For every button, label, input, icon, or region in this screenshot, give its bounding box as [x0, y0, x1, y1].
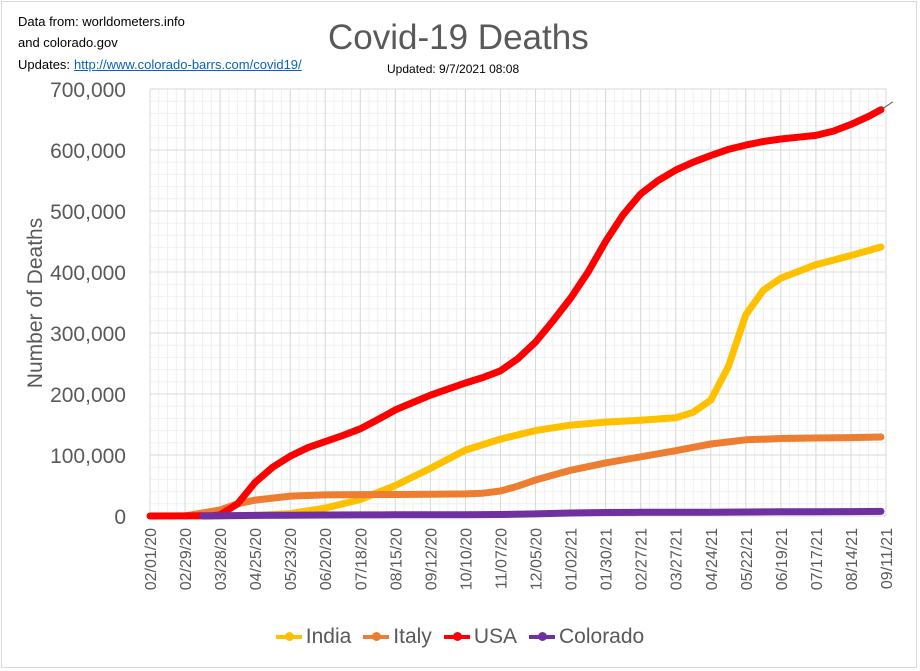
x-tick-label: 06/20/20: [318, 528, 335, 590]
legend-label: USA: [473, 625, 517, 648]
legend-swatch: [529, 632, 555, 641]
x-tick-label: 01/02/21: [564, 528, 581, 590]
series-line-colorado: [199, 507, 885, 520]
updates-row: Updates: http://www.colorado-barrs.com/co…: [18, 57, 302, 72]
x-tick-label: 09/12/20: [423, 528, 440, 590]
x-tick-label: 11/07/20: [493, 528, 510, 589]
y-tick-label: 300,000: [50, 323, 126, 346]
x-tick-label: 10/10/20: [458, 528, 475, 590]
y-tick-label: 200,000: [50, 384, 126, 407]
legend-swatch: [443, 632, 470, 641]
legend-swatch: [275, 632, 302, 641]
x-tick-label: 02/27/21: [634, 528, 651, 590]
legend-label: Italy: [393, 625, 432, 648]
x-tick-label: 08/15/20: [388, 528, 405, 590]
y-tick-label: 400,000: [50, 262, 126, 285]
usa-trend-tail: [880, 101, 894, 111]
y-tick-label: 0: [114, 506, 126, 529]
x-tick-label: 02/29/20: [178, 528, 195, 590]
y-axis-label: Number of Deaths: [24, 218, 47, 388]
legend-label: Colorado: [559, 625, 645, 648]
x-tick-label: 09/11/21: [879, 528, 896, 589]
source-line-2: and colorado.gov: [18, 35, 118, 50]
legend-item-usa: USA: [443, 625, 517, 649]
x-tick-label: 07/17/21: [809, 528, 826, 590]
x-tick-label: 04/25/20: [248, 528, 265, 590]
x-tick-label: 01/30/21: [599, 528, 616, 590]
y-axis-ticks: 0 100,000 200,000 300,000 400,000 500,000 600,…: [50, 79, 126, 529]
series-line-usa: [146, 106, 885, 520]
chart-legend: India Italy USA Colorado: [0, 621, 920, 649]
y-tick-label: 600,000: [50, 140, 126, 163]
updates-link[interactable]: http://www.colorado-barrs.com/covid19/: [74, 57, 302, 72]
x-tick-label: 12/05/20: [529, 528, 546, 590]
series-line-india: [194, 243, 885, 520]
series-line-italy: [181, 433, 885, 520]
x-tick-label: 03/28/20: [213, 528, 230, 590]
legend-item-italy: Italy: [363, 625, 432, 649]
x-tick-label: 03/27/21: [669, 528, 686, 590]
updated-timestamp: Updated: 9/7/2021 08:08: [387, 62, 520, 76]
x-axis-ticks: 02/01/20 02/29/20 03/28/20 04/25/20 05/23/20…: [143, 528, 896, 590]
legend-item-colorado: Colorado: [529, 625, 644, 649]
series-lines: [146, 101, 894, 520]
y-tick-label: 500,000: [50, 201, 126, 224]
source-line-1: Data from: worldometers.info: [18, 14, 185, 29]
x-tick-label: 05/22/21: [739, 528, 756, 590]
x-tick-label: 04/24/21: [704, 528, 721, 590]
legend-item-india: India: [275, 625, 352, 649]
updates-label: Updates:: [18, 57, 71, 72]
legend-label: India: [305, 625, 352, 648]
chart-title: Covid-19 Deaths: [328, 18, 589, 57]
x-tick-label: 07/18/20: [353, 528, 370, 590]
y-tick-label: 700,000: [50, 79, 126, 102]
legend-swatch: [363, 632, 390, 641]
x-tick-label: 05/23/20: [283, 528, 300, 590]
minor-gridlines: [149, 88, 887, 517]
y-tick-label: 100,000: [50, 445, 126, 468]
x-tick-label: 08/14/21: [844, 528, 861, 590]
x-tick-label: 02/01/20: [143, 528, 160, 590]
x-tick-label: 06/19/21: [774, 528, 791, 590]
